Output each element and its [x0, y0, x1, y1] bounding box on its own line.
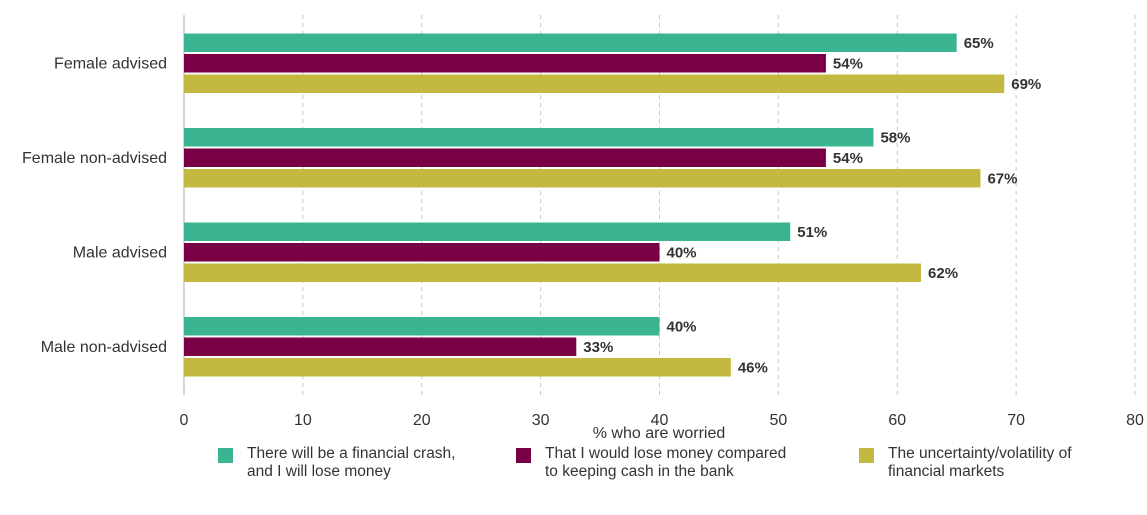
bar: [184, 148, 826, 167]
data-label: 33%: [583, 339, 613, 356]
data-label: 40%: [667, 244, 697, 261]
legend-label-uncertainty: The uncertainty/volatility of financial …: [888, 445, 1072, 480]
labels: 0 10 20 30 40 50 60 70 80 Female advised 65% 54% 69%…: [22, 35, 1144, 429]
x-tick-label-70: 70: [1007, 412, 1025, 429]
category-label: Male non-advised: [41, 339, 167, 356]
data-label: 58%: [880, 129, 910, 146]
legend-swatch-cash: [516, 448, 531, 463]
bar: [184, 128, 874, 147]
legend: There will be a financial crash, and I w…: [0, 445, 1147, 515]
bar: [184, 317, 660, 336]
bar: [184, 222, 791, 241]
x-axis-title: % who are worried: [593, 425, 726, 442]
category-label: Female advised: [54, 55, 167, 72]
x-tick-label-40: 40: [651, 412, 669, 429]
data-label: 40%: [667, 318, 697, 335]
legend-item-cash: That I would lose money compared to keep…: [516, 445, 786, 481]
x-tick-label-30: 30: [532, 412, 550, 429]
bar: [184, 74, 1005, 93]
bar: [184, 169, 981, 188]
legend-item-uncertainty: The uncertainty/volatility of financial …: [859, 445, 1072, 481]
data-label: 62%: [928, 265, 958, 282]
bar: [184, 33, 957, 52]
legend-item-crash: There will be a financial crash, and I w…: [218, 445, 456, 481]
data-label: 67%: [987, 170, 1017, 187]
category-label: Female non-advised: [22, 150, 167, 167]
legend-swatch-uncertainty: [859, 448, 874, 463]
data-label: 51%: [797, 224, 827, 241]
bar: [184, 263, 922, 282]
x-tick-label-10: 10: [294, 412, 312, 429]
legend-label-cash: That I would lose money compared to keep…: [545, 445, 787, 480]
x-tick-label-50: 50: [769, 412, 787, 429]
data-label: 69%: [1011, 76, 1041, 93]
bar: [184, 358, 731, 377]
bar: [184, 337, 577, 356]
x-tick-label-20: 20: [413, 412, 431, 429]
x-tick-label-0: 0: [180, 412, 189, 429]
category-label: Male advised: [73, 244, 167, 261]
data-label: 54%: [833, 55, 863, 72]
legend-label-crash: There will be a financial crash, and I w…: [247, 445, 456, 480]
legend-swatch-crash: [218, 448, 233, 463]
bar: [184, 243, 660, 262]
data-label: 54%: [833, 150, 863, 167]
x-tick-label-80: 80: [1126, 412, 1144, 429]
bar-chart: 0 10 20 30 40 50 60 70 80 Female advised 65% 54% 69%…: [22, 15, 1144, 442]
bar: [184, 54, 826, 73]
data-label: 65%: [964, 35, 994, 52]
data-label: 46%: [738, 359, 768, 376]
x-tick-label-60: 60: [888, 412, 906, 429]
bars: [184, 33, 1005, 377]
